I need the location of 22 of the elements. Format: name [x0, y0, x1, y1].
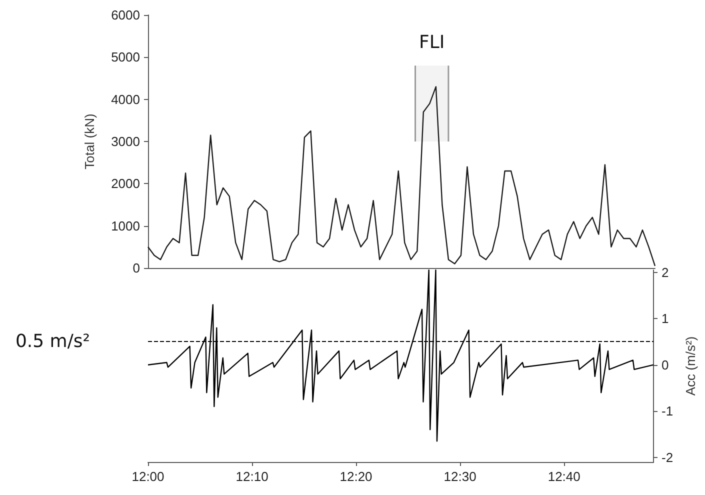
y-axis-title: Total (kN): [82, 114, 97, 170]
y2-tick-label: 2: [662, 264, 669, 280]
y-tick-label: 3000: [111, 134, 140, 149]
y-tick-label: 4000: [111, 92, 140, 107]
line-series: [147, 86, 656, 266]
y2-tick-label: 1: [662, 311, 669, 326]
y-tick-label: 2000: [111, 176, 140, 192]
y-tick-label: 5000: [111, 50, 140, 65]
y2-tick-label: -1: [662, 404, 674, 419]
y2-tick-label: -2: [662, 450, 674, 465]
ref-line-label: 0.5 m/s²: [15, 331, 90, 352]
band-label: FLI: [419, 32, 445, 54]
y-tick-label: 6000: [111, 8, 140, 22]
x-tick-label: 12:20: [340, 469, 372, 484]
y-tick-label: 1000: [111, 218, 140, 234]
x-tick-label: 12:00: [132, 469, 164, 484]
x-tick-label: 12:10: [236, 469, 268, 484]
x-tick-label: 12:40: [548, 469, 580, 484]
x-tick-label: 12:30: [444, 469, 476, 484]
y2-tick-label: 0: [662, 357, 669, 372]
y-tick-label: 0: [132, 260, 140, 276]
y2-axis-title: Acc (m/s²): [683, 336, 698, 396]
